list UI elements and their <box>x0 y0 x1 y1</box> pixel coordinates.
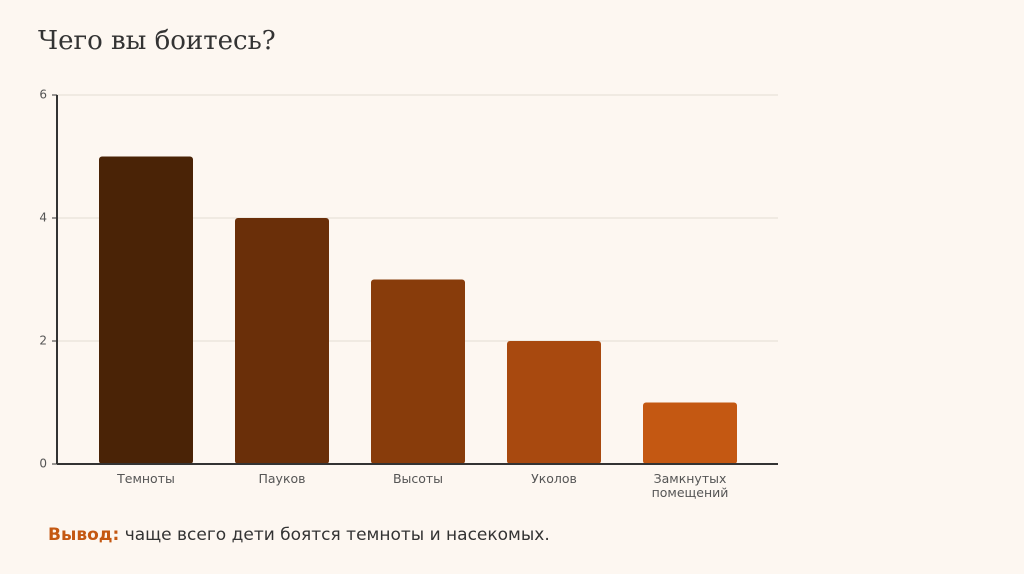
bar <box>507 341 601 464</box>
conclusion: Вывод: чаще всего дети боятся темноты и … <box>48 525 550 545</box>
conclusion-text: чаще всего дети боятся темноты и насеком… <box>124 525 550 545</box>
bar <box>371 279 465 464</box>
x-tick-label: Пауков <box>258 471 306 486</box>
bar <box>235 218 329 464</box>
y-tick-label: 4 <box>39 211 47 225</box>
x-tick-label: Уколов <box>531 471 577 486</box>
bar <box>643 402 737 464</box>
x-tick-label: Замкнутых помещений <box>651 471 729 500</box>
y-tick-label: 2 <box>39 334 47 348</box>
x-tick-label: Темноты <box>117 471 175 486</box>
conclusion-label: Вывод: <box>48 525 120 545</box>
x-tick-label: Высоты <box>392 471 444 486</box>
y-tick-label: 0 <box>39 457 47 471</box>
y-tick-label: 6 <box>39 88 47 102</box>
slide-title: Чего вы боитесь? <box>38 26 276 56</box>
bar <box>99 156 193 464</box>
